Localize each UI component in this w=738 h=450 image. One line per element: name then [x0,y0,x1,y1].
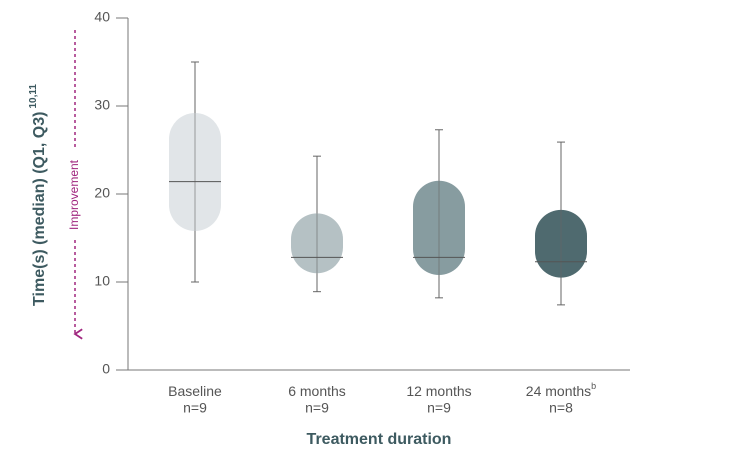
category: Baseline [168,383,222,399]
category: 12 months [406,383,471,399]
y-tick-label: 0 [102,361,110,377]
y-tick-label: 40 [94,9,110,25]
x-tick-label: 24 monthsb [526,381,596,398]
sample-size: n=9 [427,400,451,416]
category-superscript: b [591,381,596,391]
y-tick-label: 10 [94,273,110,289]
x-tick-label: 6 months [288,383,346,399]
sample-size: n=9 [305,400,329,416]
sample-size: n=9 [183,400,207,416]
x-tick-label: 12 months [406,383,471,399]
x-axis-title: Treatment duration [307,431,452,448]
y-axis-title: Time(s) (median) (Q1, Q3) 10,11 [28,84,49,306]
category: 24 months [526,383,591,399]
y-label: Time(s) (median) (Q1, Q3) [31,112,48,306]
y-tick-label: 30 [94,97,110,113]
annotation: Improvement [67,159,81,230]
sample-size: n=8 [549,400,573,416]
x-tick-label: Baseline [168,383,222,399]
category: 6 months [288,383,346,399]
annotation-bg [66,150,84,240]
y-tick-label: 20 [94,185,110,201]
y-label-superscript: 10,11 [28,84,39,109]
